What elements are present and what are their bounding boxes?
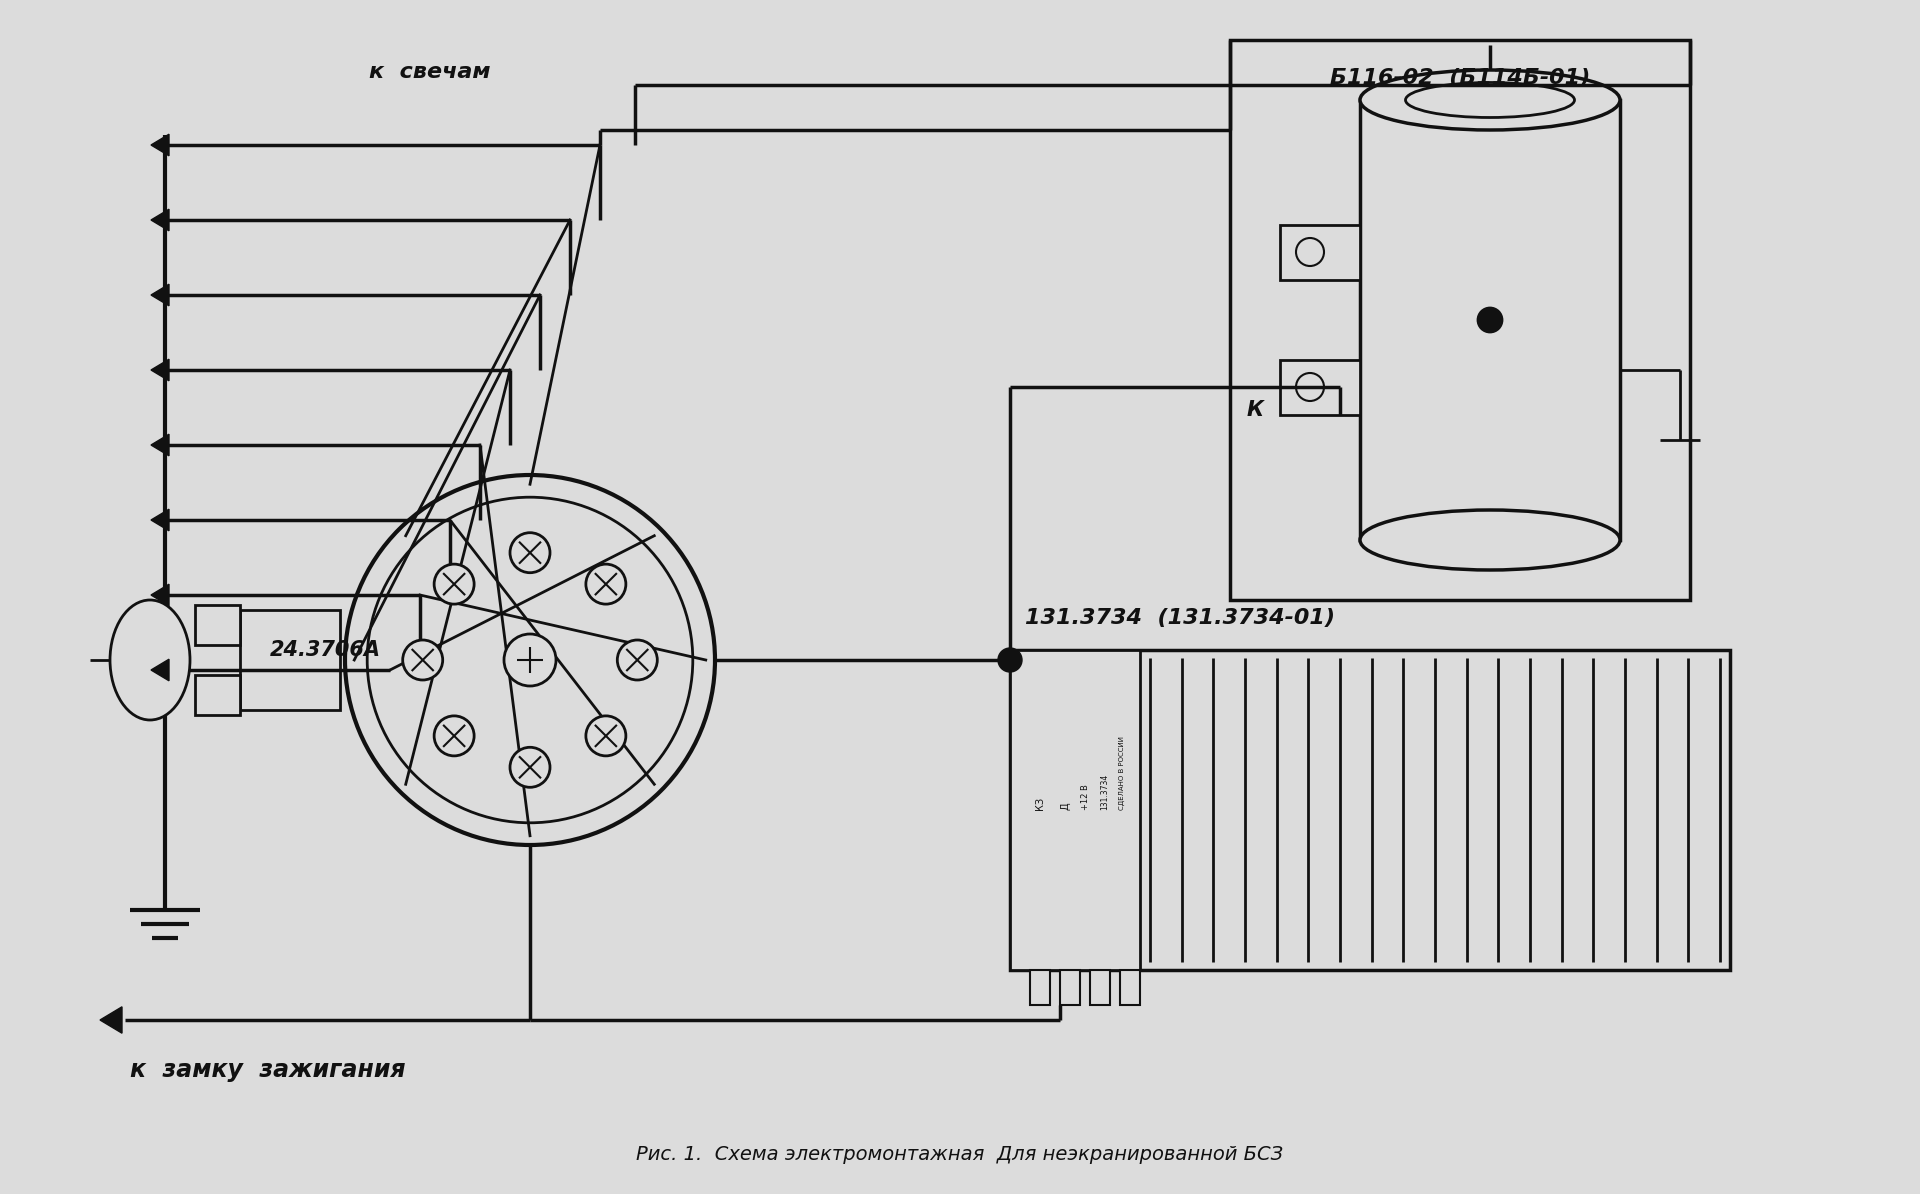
Text: +12 В: +12 В [1081,784,1089,810]
Text: к  свечам: к свечам [369,62,492,82]
Polygon shape [152,284,169,306]
Text: 24.3706А: 24.3706А [271,640,380,660]
Circle shape [1296,373,1325,401]
Ellipse shape [109,601,190,720]
Circle shape [503,634,557,687]
Polygon shape [152,359,169,381]
Bar [1231,41,1690,601]
Polygon shape [152,584,169,605]
Ellipse shape [1359,510,1620,570]
Text: СДЕЛАНО В РОСCИИ: СДЕЛАНО В РОСCИИ [1119,736,1125,810]
Circle shape [403,640,444,681]
Bar [1281,361,1359,416]
Text: КЗ: КЗ [1035,796,1044,810]
Ellipse shape [1405,82,1574,117]
Bar [196,675,240,715]
Circle shape [618,640,657,681]
Circle shape [998,648,1021,672]
Polygon shape [100,1007,123,1033]
Circle shape [1478,308,1501,332]
Bar [1010,650,1140,970]
Circle shape [434,564,474,604]
Ellipse shape [1359,70,1620,130]
Text: 131.3734: 131.3734 [1100,774,1110,810]
Text: Б116-02  (Б114Б-01): Б116-02 (Б114Б-01) [1331,68,1590,88]
Text: к  замку  зажигания: к замку зажигания [131,1058,405,1082]
Text: Рис. 1.  Схема электромонтажная  Для неэкранированной БСЗ: Рис. 1. Схема электромонтажная Для неэкр… [636,1145,1284,1164]
Circle shape [511,533,549,573]
Bar [240,610,340,710]
Polygon shape [152,659,169,681]
Polygon shape [152,435,169,456]
Bar [1359,100,1620,540]
Polygon shape [152,509,169,531]
Bar [196,605,240,645]
Bar [1029,970,1050,1005]
Text: Д: Д [1060,802,1069,810]
Circle shape [1296,238,1325,266]
Circle shape [434,716,474,756]
Circle shape [586,564,626,604]
Circle shape [511,747,549,787]
Text: К: К [1246,400,1263,420]
Polygon shape [152,134,169,155]
Circle shape [586,716,626,756]
Polygon shape [152,209,169,230]
Bar [1119,970,1140,1005]
Bar [1281,224,1359,281]
Bar [1091,970,1110,1005]
Bar [1010,650,1730,970]
Bar [1060,970,1079,1005]
Text: 131.3734  (131.3734-01): 131.3734 (131.3734-01) [1025,608,1334,628]
